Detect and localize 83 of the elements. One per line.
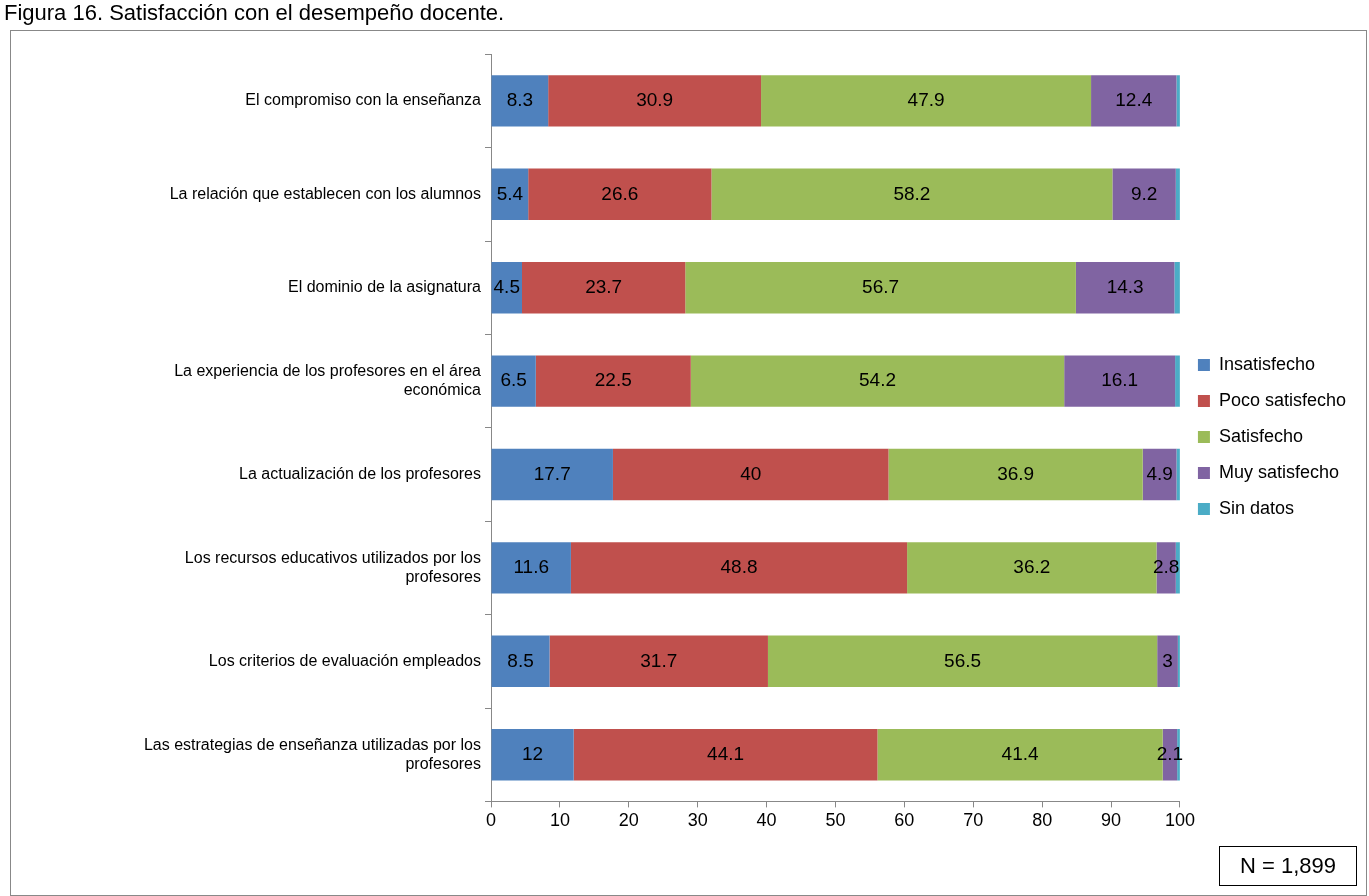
data-label: 56.7 bbox=[862, 275, 900, 297]
bar bbox=[549, 635, 768, 687]
bar bbox=[685, 262, 1076, 314]
data-label: 8.5 bbox=[507, 649, 534, 671]
data-label: 16.1 bbox=[1101, 369, 1139, 391]
y-tick-label: Los criterios de evaluación empleados bbox=[208, 651, 481, 669]
bar bbox=[767, 635, 1158, 687]
bar bbox=[1112, 168, 1176, 220]
data-label: 12 bbox=[522, 742, 544, 764]
data-label: 4.9 bbox=[1146, 462, 1173, 484]
legend-label: Sin datos bbox=[1218, 497, 1294, 518]
y-tick-label: Los recursos educativos utilizados por los profesores bbox=[184, 548, 481, 585]
bar bbox=[1075, 262, 1175, 314]
data-label: 23.7 bbox=[585, 275, 623, 297]
bar bbox=[491, 448, 613, 501]
bar bbox=[1064, 355, 1176, 407]
data-label: 36.9 bbox=[997, 462, 1035, 484]
y-tick-label: El dominio de la asignatura bbox=[287, 278, 482, 296]
data-label: 11.6 bbox=[513, 556, 549, 578]
bar bbox=[711, 168, 1113, 220]
data-label: 2.8 bbox=[1152, 556, 1180, 578]
bar bbox=[491, 542, 571, 594]
x-tick-label: 100 bbox=[1164, 810, 1195, 831]
data-label: 54.2 bbox=[859, 369, 896, 391]
legend-label: Poco satisfecho bbox=[1218, 389, 1347, 410]
data-label: 48.8 bbox=[720, 556, 758, 578]
x-tick-label: 50 bbox=[825, 810, 846, 831]
bar bbox=[1091, 75, 1177, 127]
bar bbox=[491, 729, 574, 781]
x-tick-label: 0 bbox=[485, 810, 497, 831]
x-tick-label: 90 bbox=[1101, 810, 1122, 831]
y-tick-label: Las estrategias de enseñanza utilizadas por los profesores bbox=[143, 735, 481, 772]
data-label: 9.2 bbox=[1130, 182, 1158, 204]
y-tick-label: La experiencia de los profesores en el área económica bbox=[174, 361, 482, 399]
bar bbox=[1174, 262, 1180, 314]
bar bbox=[548, 75, 762, 127]
data-label: 41.4 bbox=[1001, 742, 1040, 764]
data-label: 6.5 bbox=[500, 369, 527, 391]
bar bbox=[491, 355, 536, 407]
text: Figura 16. Satisfacción con el desempeño docente. bbox=[4, 0, 505, 26]
bar bbox=[570, 542, 908, 594]
x-tick-label: 30 bbox=[687, 810, 708, 831]
x-tick-label: 70 bbox=[963, 810, 984, 831]
y-tick-label: El compromiso con la enseñanza bbox=[245, 91, 482, 109]
bar bbox=[491, 75, 549, 127]
data-label: 17.7 bbox=[533, 462, 571, 484]
data-label: 40 bbox=[740, 462, 762, 484]
data-label: 58.2 bbox=[893, 182, 931, 204]
legend-label: Insatisfecho bbox=[1218, 353, 1315, 374]
data-label: 3 bbox=[1162, 649, 1173, 671]
data-label: 30.9 bbox=[636, 89, 674, 111]
x-tick-label: 20 bbox=[618, 810, 639, 831]
data-label: 12.4 bbox=[1115, 89, 1153, 111]
bar bbox=[888, 448, 1143, 501]
x-tick-label: 40 bbox=[756, 810, 777, 831]
data-label: 36.2 bbox=[1013, 556, 1051, 578]
legend-label: Satisfecho bbox=[1218, 425, 1303, 446]
data-label: 4.5 bbox=[493, 275, 520, 297]
bar bbox=[761, 75, 1092, 127]
data-label: 22.5 bbox=[594, 369, 632, 391]
bar bbox=[573, 729, 878, 781]
data-label: 5.4 bbox=[496, 182, 524, 204]
bar bbox=[690, 355, 1065, 407]
data-label: 56.5 bbox=[944, 649, 982, 671]
data-label: 26.6 bbox=[601, 182, 639, 204]
x-tick-label: 10 bbox=[549, 810, 570, 831]
bar bbox=[528, 168, 712, 220]
bar bbox=[612, 448, 889, 501]
legend-label: Muy satisfecho bbox=[1218, 461, 1339, 482]
y-tick-label: La actualización de los profesores bbox=[239, 464, 481, 482]
data-label: 44.1 bbox=[707, 742, 745, 764]
x-tick-label: 60 bbox=[894, 810, 915, 831]
data-label: 31.7 bbox=[640, 649, 678, 671]
data-label: 8.3 bbox=[506, 89, 534, 111]
bar bbox=[491, 635, 550, 687]
data-label: 47.9 bbox=[907, 89, 945, 111]
bar bbox=[535, 355, 691, 407]
data-label: 14.3 bbox=[1106, 275, 1144, 297]
bar bbox=[522, 262, 686, 314]
bar bbox=[1157, 635, 1178, 687]
y-tick-label: La relación que establecen con los alumnos bbox=[169, 184, 481, 202]
text: N = 1,899 bbox=[1218, 846, 1357, 886]
x-tick-label: 80 bbox=[1032, 810, 1053, 831]
